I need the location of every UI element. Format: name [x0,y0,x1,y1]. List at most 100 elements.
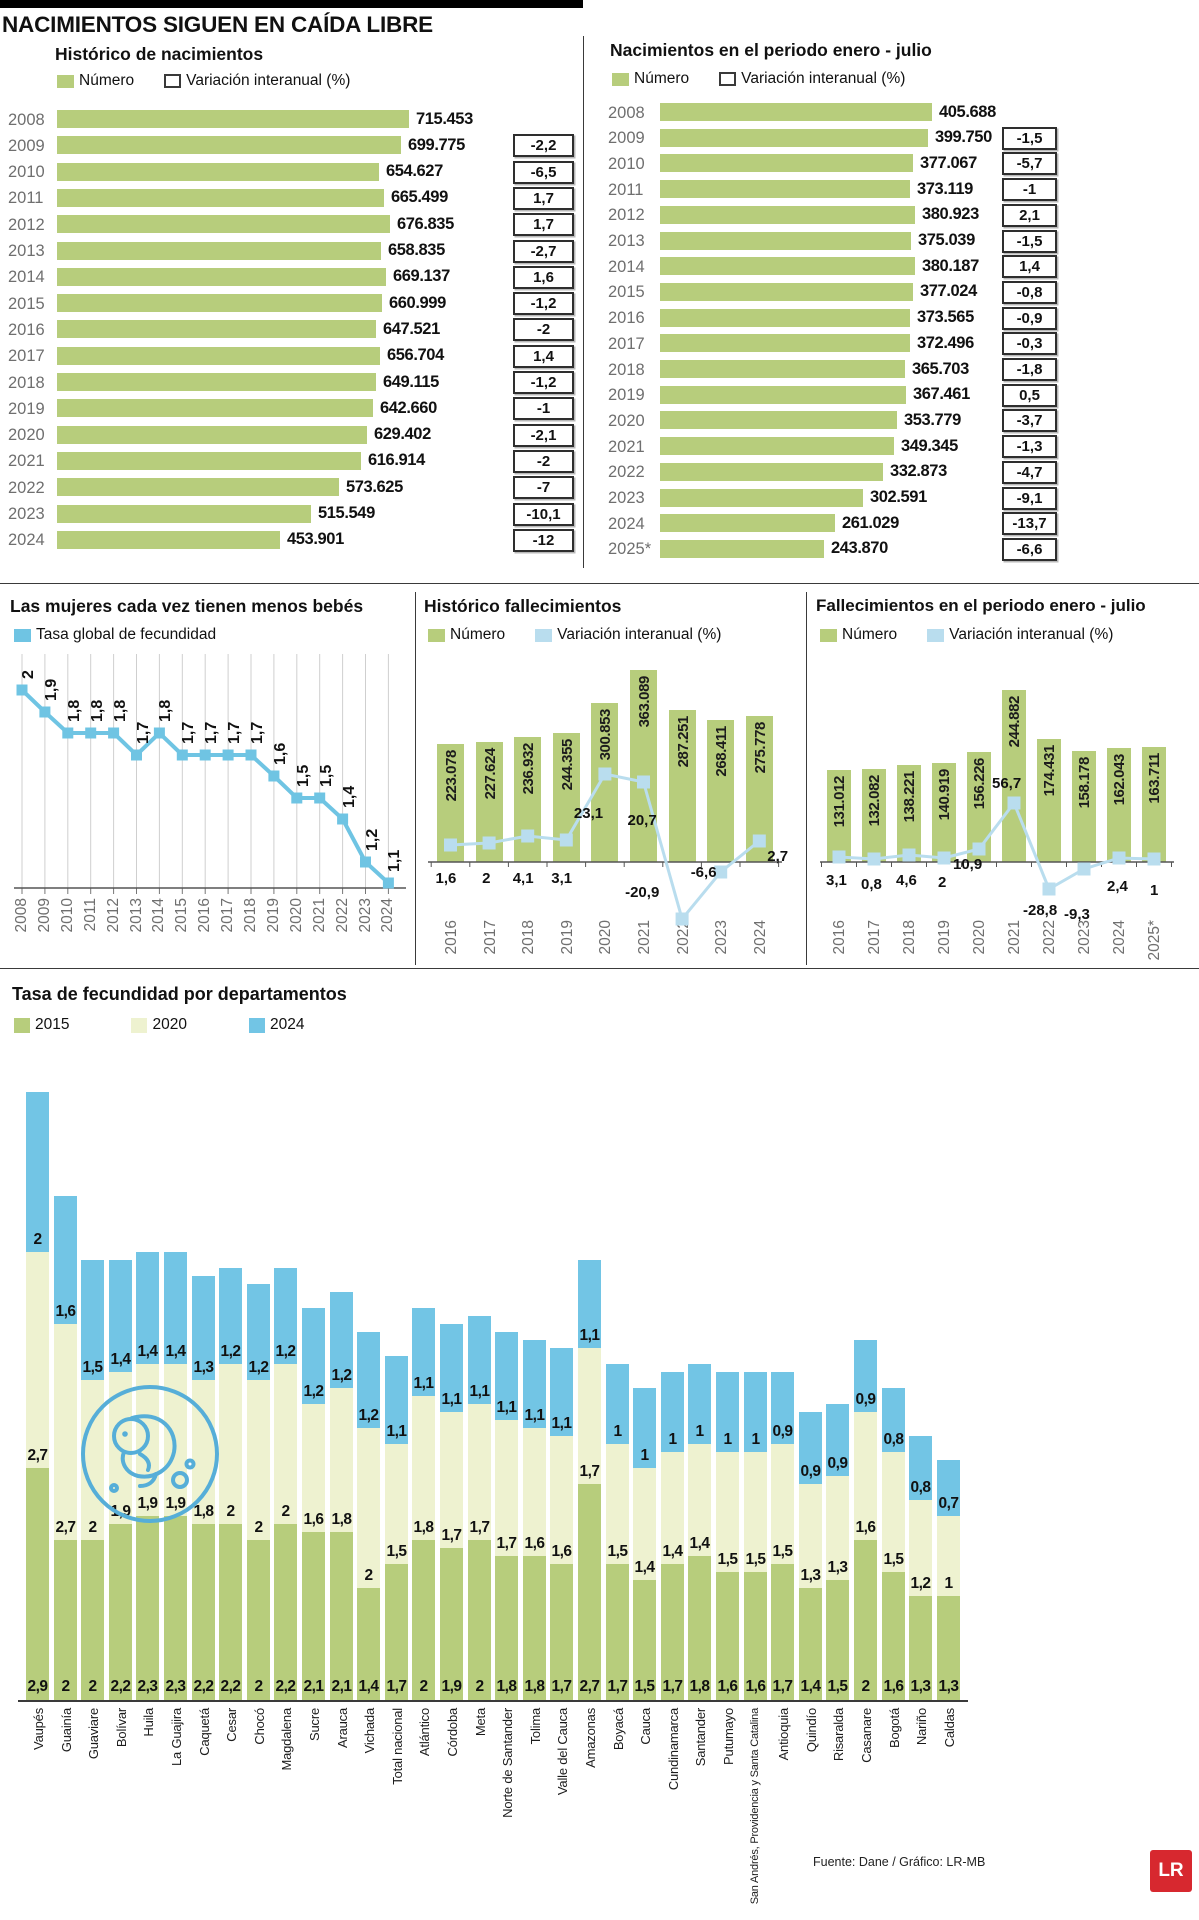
segment-value-label-2024: 1,1 [441,1391,462,1408]
segment-value-label-2024: 1,2 [358,1407,379,1424]
dept-bar-2024 [578,1260,601,1348]
segment-value-label-2015: 2,1 [331,1678,352,1695]
segment-value-label-2015: 1,5 [827,1678,848,1695]
dept-label: Huila [140,1708,156,1737]
year-tick-label: 2011 [81,898,99,932]
top-black-bar [0,0,583,8]
dept-label: Antioquia [775,1708,791,1761]
segment-value-label-2020: 1,7 [579,1463,600,1480]
segment-value-label-2020: 2 [254,1519,263,1536]
year-label: 2025* [608,540,652,559]
variation-box: -1,2 [513,292,574,316]
dept-bar-2015 [219,1524,242,1700]
segment-value-label-2024: 0,9 [772,1423,793,1440]
point-value-label: 1,6 [271,742,289,765]
segment-value-label-2020: 1,9 [165,1495,186,1512]
number-bar [660,308,910,327]
value-label: 656.704 [387,346,444,365]
chart-legend: Tasa global de fecundidad [14,626,216,644]
variation-box: -9,1 [1002,486,1057,510]
legend-label-2020: 2020 [152,1016,187,1033]
year-label: 2022 [8,478,45,497]
dept-bar-2020 [854,1412,877,1540]
segment-value-label-2024: 1 [723,1431,732,1448]
variation-label: 2 [938,874,947,891]
segment-value-label-2024: 1,4 [137,1343,158,1360]
dept-bar-2024 [219,1268,242,1364]
variation-box: -1,8 [1002,358,1057,381]
dept-bar-2020 [661,1452,684,1564]
dept-bar-2015 [826,1580,849,1700]
point-value-label: 1,7 [203,721,221,744]
dept-bar-2024 [468,1316,491,1404]
year-tick-label: 2010 [58,898,76,933]
year-tick-label: 2008 [13,898,30,933]
value-label: 642.660 [380,398,437,417]
dept-bar-2020 [688,1444,711,1556]
segment-value-label-2015: 2,2 [110,1678,131,1695]
value-label: 353.779 [904,410,961,429]
dept-bar-2015 [633,1580,656,1700]
segment-value-label-2020: 1,6 [855,1519,876,1536]
point-value-label: 1,8 [157,699,175,722]
segment-value-label-2015: 1,8 [524,1678,545,1695]
dept-bar-2024 [54,1196,77,1324]
segment-value-label-2015: 1,4 [800,1678,821,1695]
legend-label-numero: Número [450,626,506,643]
dept-bar-2015 [385,1564,408,1700]
segment-value-label-2024: 1,2 [303,1383,324,1400]
year-label: 2015 [608,283,645,302]
dept-bar-2024 [385,1356,408,1444]
variation-label: 3,1 [551,870,573,887]
variation-label: -20,9 [625,884,660,901]
segment-value-label-2020: 1,5 [386,1543,407,1560]
segment-value-label-2015: 2,2 [193,1678,214,1695]
legend-swatch-tasa [14,628,31,642]
dept-bar-2024 [716,1372,739,1452]
segment-value-label-2015: 2,3 [165,1678,186,1695]
variation-box: -5,7 [1002,152,1057,176]
year-label: 2016 [608,309,645,328]
year-label: 2015 [8,294,45,313]
segment-value-label-2024: 1 [668,1431,677,1448]
segment-value-label-2015: 2 [861,1678,870,1695]
dept-bar-2020 [633,1468,656,1580]
dept-label: Boyacá [610,1708,626,1751]
dept-bar-2020 [882,1452,905,1572]
segment-value-label-2015: 1,6 [745,1678,766,1695]
dept-bar-2015 [523,1556,546,1700]
year-tick-label: 2022 [333,898,351,933]
segment-value-label-2015: 1,7 [607,1678,628,1695]
dept-label: San Andrés, Providencia y Santa Catalina [748,1708,761,1905]
dept-bar-2024 [495,1332,518,1420]
point-value-label: 1,5 [317,764,335,787]
legend-swatch-numero [57,74,74,88]
dept-label: Bogotá [886,1708,902,1749]
legend-swatch-2024 [248,1017,265,1033]
segment-value-label-2020: 1,6 [551,1543,572,1560]
segment-value-label-2024: 1 [613,1423,622,1440]
number-bar [660,282,913,301]
value-label: 261.029 [842,513,899,532]
number-bar [57,162,379,181]
segment-value-label-2020: 1,5 [745,1551,766,1568]
year-label: 2024 [608,514,645,533]
dept-bar-2020 [26,1252,49,1468]
segment-value-label-2020: 1,9 [137,1495,158,1512]
segment-value-label-2024: 1,4 [165,1343,186,1360]
dept-label: Cundinamarca [665,1708,681,1791]
dept-bar-2020 [54,1324,77,1540]
point-value-label: 1,8 [111,699,129,722]
value-label: 380.187 [922,256,979,275]
legend-label-numero: Número [634,70,690,87]
number-bar [660,385,906,404]
year-tick-label: 2018 [242,898,259,933]
dept-bar-2020 [771,1444,794,1564]
segment-value-label-2024: 1,2 [220,1343,241,1360]
dept-label: Magdalena [278,1708,294,1771]
variation-label: 1 [1150,882,1159,899]
segment-value-label-2015: 1,4 [358,1678,379,1695]
dept-bar-2015 [109,1524,132,1700]
year-label: 2018 [8,373,45,392]
